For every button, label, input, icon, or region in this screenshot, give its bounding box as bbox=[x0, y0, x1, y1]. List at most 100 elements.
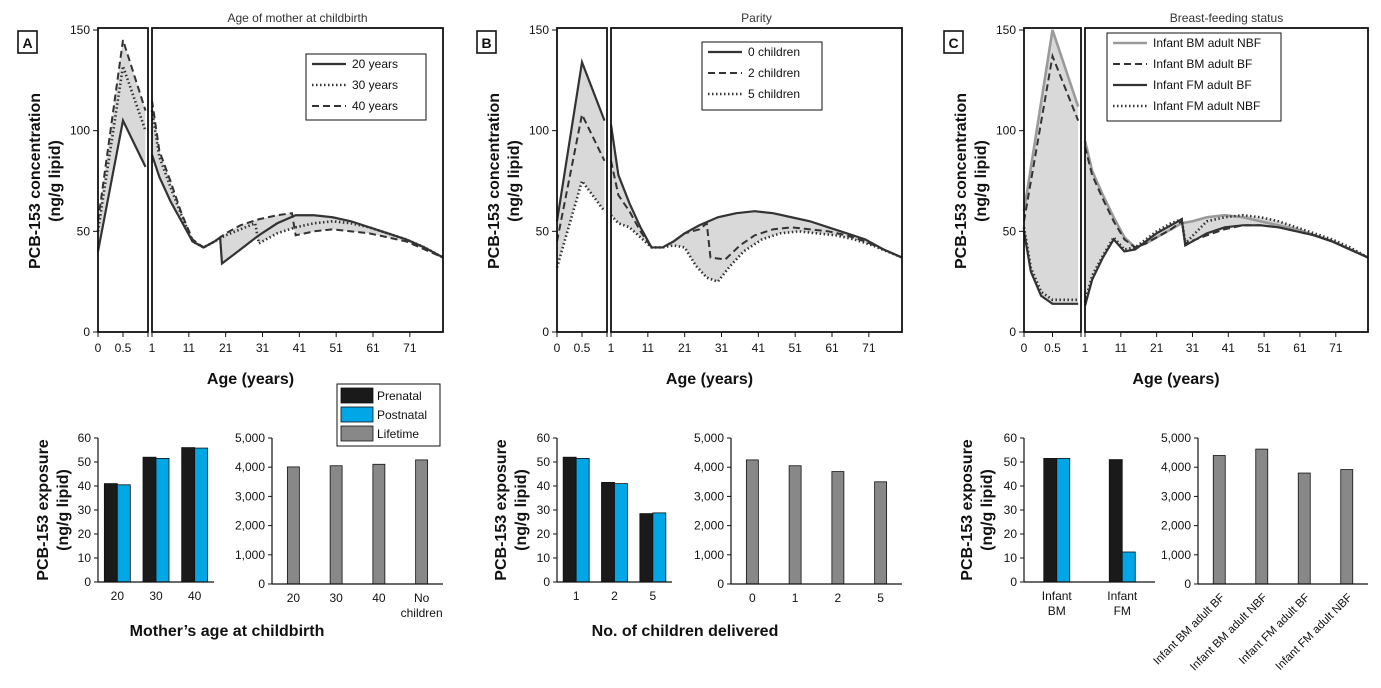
y-tick-label: 5,000 bbox=[694, 431, 724, 445]
legend-box bbox=[1106, 32, 1282, 122]
x-tick-label: 51 bbox=[1257, 341, 1271, 355]
y-tick-label: 3,000 bbox=[235, 489, 265, 503]
bar-prenatal bbox=[1108, 459, 1123, 583]
y-axis-label: PCB-153 concentration (ng/g lipid) bbox=[486, 93, 523, 269]
bar-legend bbox=[336, 383, 441, 447]
category-label: 30 bbox=[149, 589, 163, 603]
legend-label: Infant FM adult NBF bbox=[1153, 99, 1260, 113]
y-tick-label: 0 bbox=[1184, 577, 1191, 591]
bar-chart-b-bar1: PCB-153 exposure (ng/g lipid) bbox=[493, 437, 672, 583]
y-axis-label: PCB-153 exposure (ng/g lipid) bbox=[35, 439, 72, 580]
bar-prenatal bbox=[142, 456, 157, 583]
series-line-adult-3 bbox=[151, 100, 444, 259]
category-label: 40 bbox=[372, 591, 386, 605]
bar-postnatal bbox=[1121, 551, 1136, 583]
bar-postnatal bbox=[652, 512, 667, 583]
panel-letter-box bbox=[17, 30, 38, 54]
adult-frame bbox=[151, 27, 444, 333]
y-axis-label: PCB-153 exposure (ng/g lipid) bbox=[959, 439, 996, 580]
series-line-adult-3 bbox=[610, 214, 903, 284]
y-tick-label: 40 bbox=[78, 479, 92, 493]
y-tick-label: 50 bbox=[77, 224, 91, 238]
y-tick-label: 50 bbox=[78, 455, 92, 469]
panel-letter: B bbox=[481, 35, 491, 51]
adult-frame bbox=[610, 27, 903, 333]
bar-lifetime bbox=[415, 459, 429, 585]
series-line-infant-2 bbox=[1023, 52, 1080, 222]
y-tick-label: 60 bbox=[1004, 431, 1018, 445]
y-axis-label-line1: PCB-153 exposure bbox=[959, 439, 976, 580]
range-band bbox=[1085, 140, 1368, 306]
y-tick-label: 1,000 bbox=[694, 548, 724, 562]
bar-legend-label: Prenatal bbox=[377, 389, 422, 403]
category-label: children bbox=[401, 606, 443, 620]
x-tick-label: 0.5 bbox=[115, 341, 132, 355]
panel-c-line-chart: PCB-153 concentration (ng/g lipid) bbox=[943, 27, 1369, 337]
category-label: Infant bbox=[1107, 589, 1138, 603]
bar-postnatal bbox=[614, 483, 628, 583]
y-tick-label: 50 bbox=[1003, 224, 1017, 238]
category-label: 2 bbox=[611, 589, 618, 603]
bar-prenatal bbox=[601, 481, 615, 583]
x-tick-label: 21 bbox=[678, 341, 692, 355]
bar-lifetime bbox=[788, 465, 802, 585]
bar-prenatal bbox=[181, 447, 196, 583]
y-axis-label-line2: (ng/g lipid) bbox=[506, 140, 523, 222]
bar-legend-label: Lifetime bbox=[377, 427, 419, 441]
y-tick-label: 0 bbox=[1009, 325, 1016, 339]
x-tick-label: 21 bbox=[1150, 341, 1164, 355]
x-tick-label: 11 bbox=[1115, 341, 1128, 355]
bar-prenatal bbox=[103, 483, 118, 583]
series-line-infant-1 bbox=[96, 117, 147, 252]
x-axis-label: Age (years) bbox=[666, 371, 753, 388]
y-tick-label: 10 bbox=[78, 551, 92, 565]
x-tick-label: 61 bbox=[1293, 341, 1307, 355]
category-label: 20 bbox=[111, 589, 125, 603]
legend-box bbox=[701, 41, 823, 111]
legend-label: 2 children bbox=[748, 66, 800, 80]
panel-a-line-chart: PCB-153 concentration (ng/g lipid) bbox=[17, 27, 444, 337]
y-tick-label: 20 bbox=[537, 527, 551, 541]
y-tick-label: 30 bbox=[537, 503, 551, 517]
x-tick-label: 31 bbox=[256, 341, 270, 355]
x-axis-label-children: No. of children delivered bbox=[592, 623, 779, 640]
x-tick-label: 0.5 bbox=[574, 341, 591, 355]
y-tick-label: 10 bbox=[537, 551, 551, 565]
legend bbox=[701, 41, 823, 111]
y-tick-label: 100 bbox=[70, 124, 90, 138]
x-tick-label: 71 bbox=[403, 341, 417, 355]
bar-lifetime bbox=[745, 459, 759, 585]
bar-chart-a-bar2 bbox=[268, 437, 443, 585]
y-tick-label: 4,000 bbox=[1161, 460, 1191, 474]
chart-title: Age of mother at childbirth bbox=[227, 11, 367, 25]
panel-letter: A bbox=[22, 35, 32, 51]
legend-label: 0 children bbox=[748, 45, 800, 59]
y-axis-label: PCB-153 concentration (ng/g lipid) bbox=[27, 93, 64, 269]
bar-postnatal bbox=[1056, 457, 1071, 583]
x-tick-label: 11 bbox=[183, 341, 196, 355]
series-line-adult-2 bbox=[610, 160, 903, 261]
bar-lifetime bbox=[286, 466, 300, 585]
x-tick-label: 61 bbox=[825, 341, 839, 355]
legend bbox=[1106, 32, 1282, 122]
x-tick-label: 61 bbox=[366, 341, 380, 355]
bar-chart-c-bar1: PCB-153 exposure (ng/g lipid) bbox=[959, 437, 1155, 583]
bar-chart-b-bar2 bbox=[727, 437, 902, 585]
y-tick-label: 0 bbox=[258, 577, 265, 591]
legend bbox=[305, 53, 427, 121]
bar-lifetime bbox=[1255, 448, 1269, 585]
category-label: Infant FM adult BF bbox=[1237, 592, 1312, 667]
y-axis-label-line1: PCB-153 concentration bbox=[486, 93, 503, 269]
bar-lifetime bbox=[1340, 469, 1354, 585]
range-band bbox=[1024, 30, 1079, 304]
bar-prenatal bbox=[639, 513, 654, 583]
y-axis-label: PCB-153 concentration (ng/g lipid) bbox=[953, 93, 990, 269]
x-tick-label: 1 bbox=[1082, 341, 1089, 355]
bar-lifetime bbox=[372, 463, 386, 585]
y-tick-label: 5,000 bbox=[235, 431, 265, 445]
y-tick-label: 150 bbox=[70, 23, 90, 37]
y-tick-label: 4,000 bbox=[235, 460, 265, 474]
x-axis-label: Age (years) bbox=[207, 371, 294, 388]
panel-letter-box bbox=[943, 30, 964, 54]
